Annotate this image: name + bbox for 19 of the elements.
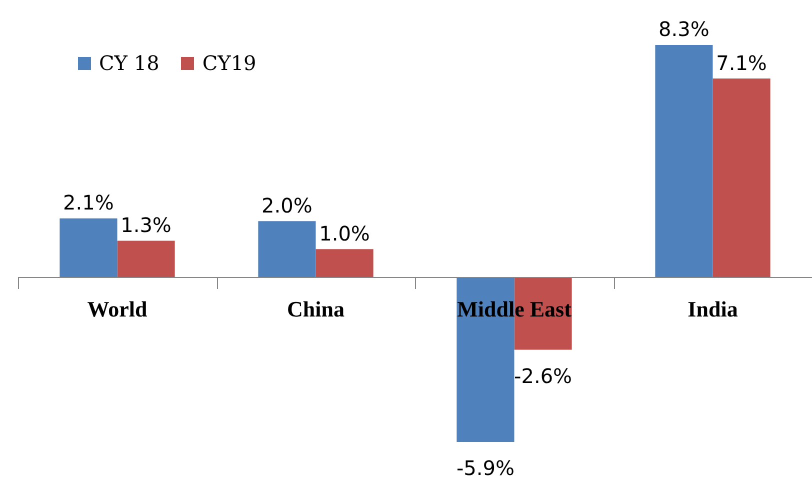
bar [117, 240, 175, 278]
data-label: -2.6% [514, 364, 572, 388]
bar [258, 221, 316, 278]
data-label: 2.1% [63, 190, 114, 215]
x-tick-label: World [87, 296, 148, 322]
x-tick-label: India [688, 296, 738, 322]
bar [712, 78, 770, 278]
bar [655, 45, 713, 278]
legend-label: CY19 [202, 51, 256, 75]
bar [60, 218, 118, 278]
data-label: 1.3% [120, 212, 172, 237]
data-label: -5.9% [456, 456, 514, 480]
data-label: 8.3% [658, 17, 710, 42]
bar [316, 249, 374, 278]
legend-label: CY 18 [99, 51, 160, 75]
x-tick-label: China [287, 296, 344, 322]
data-label: 7.1% [716, 50, 767, 75]
data-label: 1.0% [319, 221, 370, 246]
data-label: 2.0% [262, 193, 312, 218]
